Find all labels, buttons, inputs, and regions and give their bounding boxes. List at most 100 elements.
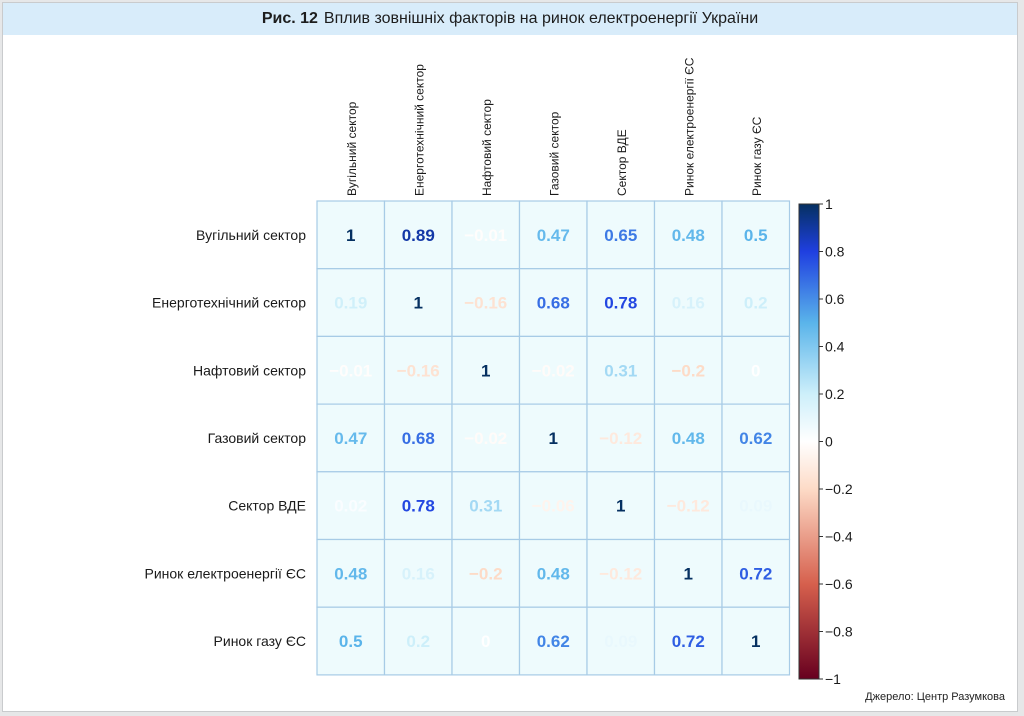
figure-number: Рис. 12: [261, 10, 318, 27]
heatmap-cell: [721, 403, 791, 473]
heatmap-cell: [518, 538, 588, 608]
cell-value-label: 0.68: [537, 294, 570, 313]
cell-value-label: 1: [616, 497, 625, 516]
color-bar-tick-label: 1: [825, 196, 833, 212]
heatmap-cell: [721, 268, 791, 338]
color-bar-tick-label: 0: [825, 434, 833, 450]
cell-value-label: 1: [481, 361, 490, 380]
heatmap-cell: [653, 471, 723, 541]
cell-value-label: 0.68: [402, 429, 435, 448]
column-label: Енерготехнічний сектор: [412, 64, 426, 196]
cell-value-label: −0.12: [599, 564, 642, 583]
heatmap-cell: [653, 335, 723, 405]
cell-value-label: −0.01: [464, 226, 507, 245]
cell-value-label: 0.2: [744, 294, 768, 313]
cell-value-label: 0.65: [604, 226, 637, 245]
cell-value-label: 0.48: [672, 226, 705, 245]
heatmap-cell: [383, 200, 453, 270]
heatmap-cell: [653, 538, 723, 608]
cell-value-label: 0.48: [537, 564, 570, 583]
row-label: Ринок газу ЄС: [214, 633, 306, 649]
color-bar: [798, 203, 820, 680]
cell-value-label: 0.31: [604, 361, 637, 380]
cell-value-label: 0.31: [469, 497, 502, 516]
heatmap-cell: [316, 200, 386, 270]
cell-value-label: 0.16: [402, 564, 435, 583]
color-bar-tick-label: −0.4: [825, 529, 853, 545]
cell-value-label: 1: [414, 294, 423, 313]
cell-value-label: 0.48: [672, 429, 705, 448]
cell-value-label: 0.19: [334, 294, 367, 313]
color-bar-tick-label: −1: [825, 671, 841, 687]
heatmap-cell: [721, 606, 791, 676]
heatmap-cell: [316, 471, 386, 541]
heatmap-cell: [586, 606, 656, 676]
cell-value-label: 1: [751, 632, 760, 651]
column-label: Ринок електроенергії ЄС: [682, 57, 696, 196]
cell-value-label: 0.16: [672, 294, 705, 313]
heatmap-cell: [383, 403, 453, 473]
cell-value-label: 0.72: [672, 632, 705, 651]
color-bar-tick-label: 0.4: [825, 339, 845, 355]
cell-value-label: −0.01: [329, 361, 372, 380]
cell-value-label: 0.09: [604, 632, 637, 651]
color-bar-tick-label: 0.6: [825, 291, 845, 307]
heatmap-cell: [316, 335, 386, 405]
cell-value-label: 0.48: [334, 564, 367, 583]
heatmap-cell: [316, 403, 386, 473]
heatmap-cell: [653, 200, 723, 270]
heatmap-cell: [451, 268, 521, 338]
cell-value-label: 0.47: [537, 226, 570, 245]
heatmap-cell: [451, 606, 521, 676]
row-label: Газовий сектор: [208, 430, 307, 446]
heatmap-cell: [383, 471, 453, 541]
row-label: Ринок електроенергії ЄС: [145, 565, 307, 581]
cell-value-label: 0.02: [334, 497, 367, 516]
heatmap-cell: [586, 335, 656, 405]
heatmap-cell: [721, 471, 791, 541]
color-bar-tick-label: 0.2: [825, 386, 845, 402]
color-bar-tick-label: −0.6: [825, 576, 853, 592]
cell-value-label: −0.2: [469, 564, 503, 583]
cell-value-label: 0.89: [402, 226, 435, 245]
heatmap-cell: [518, 471, 588, 541]
cell-value-label: 0.47: [334, 429, 367, 448]
column-label: Нафтовий сектор: [480, 99, 494, 196]
row-label: Енерготехнічний сектор: [152, 295, 306, 311]
heatmap-cell: [518, 268, 588, 338]
cell-value-label: −0.16: [464, 294, 507, 313]
cell-value-label: 0.62: [537, 632, 570, 651]
heatmap-cell: [383, 335, 453, 405]
heatmap-cell: [451, 335, 521, 405]
heatmap-cell: [721, 538, 791, 608]
row-label: Вугільний сектор: [196, 227, 306, 243]
row-label: Нафтовий сектор: [193, 362, 306, 378]
column-label: Сектор ВДЕ: [615, 129, 629, 196]
column-label: Вугільний сектор: [345, 101, 359, 196]
heatmap-cell: [451, 200, 521, 270]
heatmap-cell: [316, 606, 386, 676]
color-bar-tick-label: −0.8: [825, 624, 853, 640]
color-bar-tick-label: −0.2: [825, 481, 853, 497]
figure-title: Вплив зовнішніх факторів на ринок електр…: [323, 10, 759, 27]
color-bar-tick-label: 0.8: [825, 244, 845, 260]
heatmap-cell: [586, 538, 656, 608]
cell-value-label: −0.16: [397, 361, 440, 380]
cell-value-label: 0: [751, 361, 760, 380]
row-label: Сектор ВДЕ: [228, 498, 306, 514]
cell-value-label: 0.09: [739, 497, 772, 516]
cell-value-label: 0.72: [739, 564, 772, 583]
cell-value-label: 1: [549, 429, 558, 448]
heatmap-cell: [653, 268, 723, 338]
cell-value-label: 0.2: [406, 632, 430, 651]
cell-value-label: 1: [684, 564, 693, 583]
cell-value-label: −0.12: [667, 497, 710, 516]
correlation-heatmap: 1 0.89 −0.01 0.47 0.65 0.48 0.5 0.19 1 −0.16 0.68 0…: [145, 57, 853, 687]
figure-title-bar: Рис. 12 Вплив зовнішніх факторів на рино…: [3, 3, 1017, 35]
cell-value-label: −0.02: [532, 361, 575, 380]
cell-value-label: 0.78: [402, 497, 435, 516]
cell-value-label: −0.2: [671, 361, 705, 380]
column-label: Ринок газу ЄС: [750, 116, 764, 196]
heatmap-cell: [721, 335, 791, 405]
